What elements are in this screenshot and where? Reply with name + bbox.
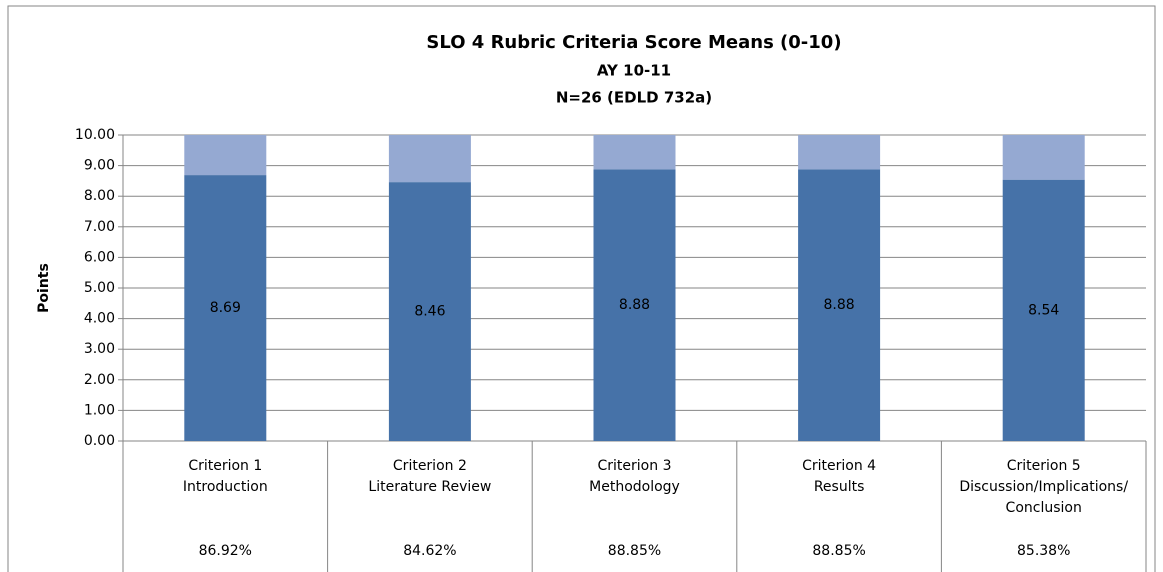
bar-segment xyxy=(593,135,676,170)
x-tick-label: Results xyxy=(814,479,865,495)
y-tick-label: 8.00 xyxy=(84,188,115,204)
bar-segment xyxy=(388,135,471,183)
bar-segment xyxy=(1002,179,1085,441)
y-tick-label: 0.00 xyxy=(84,433,115,449)
chart-title: SLO 4 Rubric Criteria Score Means (0-10) xyxy=(426,32,841,53)
bar-segment xyxy=(1002,135,1085,180)
data-label: 8.88 xyxy=(619,297,650,313)
x-tick-label: Conclusion xyxy=(1006,500,1082,516)
bar-segment xyxy=(184,135,267,176)
y-axis-label: Points xyxy=(36,263,52,313)
table-cell: 88.85% xyxy=(812,543,865,559)
table-cell: 85.38% xyxy=(1017,543,1070,559)
y-tick-label: 5.00 xyxy=(84,280,115,296)
data-label: 8.46 xyxy=(414,304,445,320)
y-tick-label: 10.00 xyxy=(75,127,115,143)
data-label: 8.88 xyxy=(824,297,855,313)
x-tick-label: Criterion 5 xyxy=(1007,458,1081,474)
bar-segment xyxy=(798,135,881,170)
x-tick-label: Criterion 4 xyxy=(802,458,876,474)
y-tick-label: 9.00 xyxy=(84,158,115,174)
bar-segment xyxy=(798,169,881,441)
x-tick-label: Discussion/Implications/ xyxy=(959,479,1128,495)
x-tick-label: Methodology xyxy=(589,479,680,495)
x-tick-label: Criterion 2 xyxy=(393,458,467,474)
table-cell: 86.92% xyxy=(199,543,252,559)
x-tick-label: Literature Review xyxy=(368,479,491,495)
data-label: 8.69 xyxy=(210,300,241,316)
x-tick-label: Criterion 3 xyxy=(598,458,672,474)
chart-subtitle: N=26 (EDLD 732a) xyxy=(556,89,712,107)
bar-segment xyxy=(593,169,676,441)
bar-segment xyxy=(388,182,471,441)
y-tick-label: 3.00 xyxy=(84,341,115,357)
table-cell: 84.62% xyxy=(403,543,456,559)
x-tick-label: Criterion 1 xyxy=(188,458,262,474)
y-tick-label: 6.00 xyxy=(84,249,115,265)
y-tick-label: 2.00 xyxy=(84,372,115,388)
y-tick-label: 4.00 xyxy=(84,311,115,327)
table-cell: 88.85% xyxy=(608,543,661,559)
data-label: 8.54 xyxy=(1028,302,1059,318)
bar-segment xyxy=(184,175,267,441)
y-tick-label: 7.00 xyxy=(84,219,115,235)
y-tick-label: 1.00 xyxy=(84,402,115,418)
chart-subtitle: AY 10-11 xyxy=(597,62,671,80)
x-tick-label: Introduction xyxy=(183,479,268,495)
